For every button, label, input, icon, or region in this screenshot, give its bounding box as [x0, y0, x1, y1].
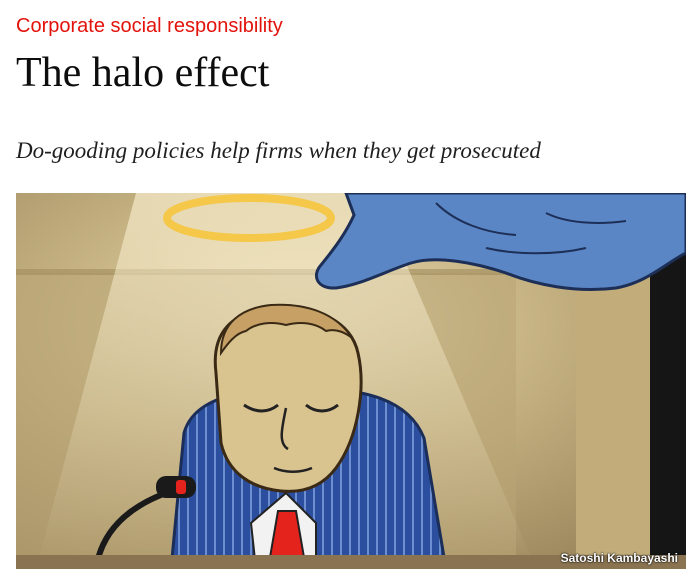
standfirst: Do-gooding policies help firms when they…: [16, 138, 541, 163]
halo-icon: [163, 194, 335, 242]
podium: [16, 555, 686, 569]
illustration-credit: Satoshi Kambayashi: [560, 551, 678, 565]
hair: [219, 303, 353, 357]
article-illustration: Satoshi Kambayashi: [16, 193, 686, 569]
tie: [266, 510, 308, 569]
rubric[interactable]: Corporate social responsibility: [16, 15, 283, 37]
headline: The halo effect: [16, 50, 270, 96]
man-figure: [169, 303, 448, 569]
pointing-glove-icon: [315, 193, 686, 291]
